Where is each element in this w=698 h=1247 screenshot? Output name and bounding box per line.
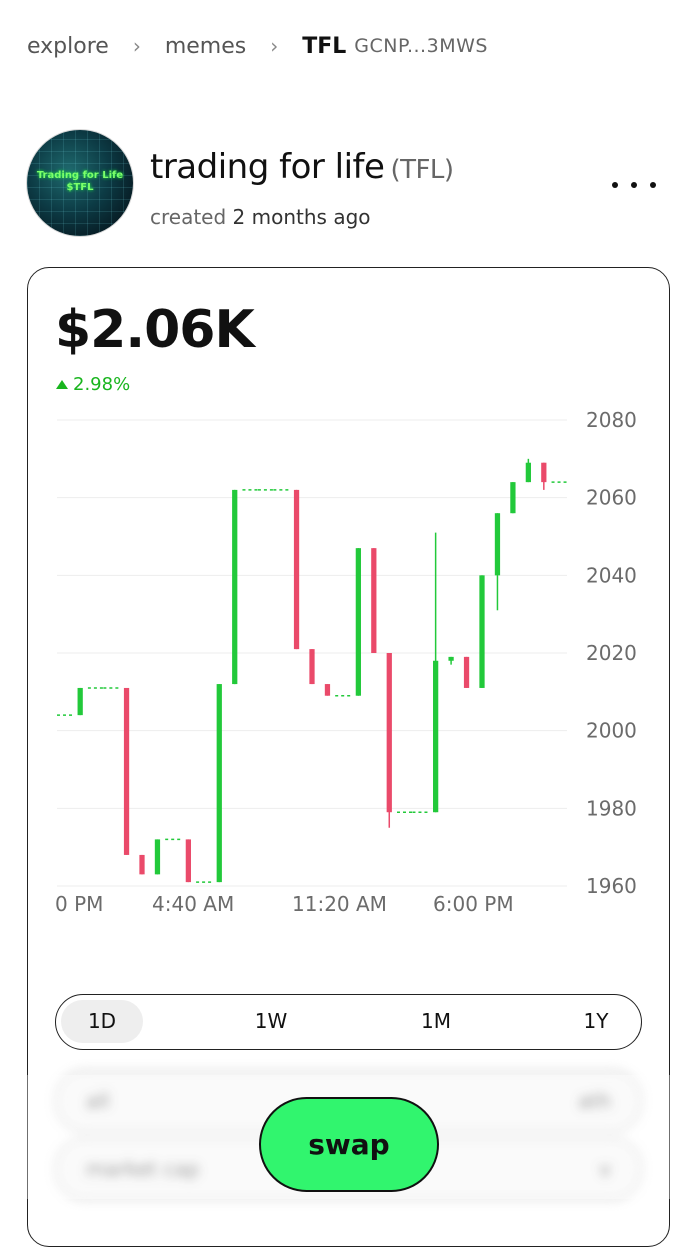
- globe-grid: [27, 130, 133, 236]
- token-title: trading for life (TFL): [150, 147, 454, 187]
- price-chart[interactable]: 2080 2060 2040 2020 2000 1980 1960 0 PM 4:40 AM 1…: [0, 0, 698, 930]
- candle-body: [541, 462, 547, 483]
- breadcrumb-current-ticker: TFL: [302, 33, 347, 59]
- y-tick-label: 2000: [586, 719, 637, 743]
- candle-body: [494, 513, 501, 576]
- y-tick-label: 2060: [586, 486, 637, 510]
- period-1y[interactable]: 1Y: [583, 1009, 609, 1033]
- candle-body: [123, 687, 130, 855]
- stats-row-right: ath: [578, 1089, 611, 1113]
- dot-icon: [650, 182, 656, 188]
- avatar-logo-text: Trading for Life $TFL: [27, 170, 133, 194]
- candle-body: [324, 684, 331, 696]
- token-name: trading for life: [150, 147, 385, 187]
- candle-body: [433, 660, 439, 813]
- candle-body: [510, 482, 516, 514]
- breadcrumb-memes[interactable]: memes: [164, 33, 247, 59]
- candle-body: [77, 687, 83, 716]
- more-options-button[interactable]: [606, 170, 662, 200]
- candle-body: [232, 489, 238, 685]
- y-tick-label: 2080: [586, 408, 637, 432]
- created-info: created 2 months ago: [150, 205, 371, 229]
- y-tick-label: 2020: [586, 641, 637, 665]
- period-selector: 1D 1W 1M 1Y: [55, 994, 642, 1050]
- candle-body: [139, 854, 145, 875]
- x-tick-label: 0 PM: [55, 892, 103, 916]
- stats-row-left: all: [86, 1089, 110, 1113]
- stats-row-left: market cap: [86, 1157, 200, 1181]
- x-tick-label: 11:20 AM: [292, 892, 387, 916]
- x-tick-label: 6:00 PM: [433, 892, 514, 916]
- candle-body: [154, 839, 161, 875]
- candle-body: [293, 489, 300, 650]
- breadcrumb-current-address[interactable]: GCNP...3MWS: [354, 35, 488, 57]
- candle-body: [525, 462, 531, 483]
- candle-body: [448, 656, 454, 661]
- candle-body: [216, 684, 222, 883]
- candle-body: [309, 649, 315, 685]
- triangle-up-icon: [56, 380, 68, 389]
- dot-icon: [631, 182, 637, 188]
- stats-row-right: v: [599, 1157, 611, 1181]
- chevron-right-icon: ›: [132, 34, 141, 58]
- candle-body: [371, 548, 377, 653]
- period-1w[interactable]: 1W: [254, 1009, 288, 1033]
- period-1d[interactable]: 1D: [61, 1000, 143, 1043]
- x-tick-label: 4:40 AM: [152, 892, 234, 916]
- candle-body: [386, 653, 392, 813]
- candle-body: [479, 575, 485, 688]
- period-1m[interactable]: 1M: [421, 1009, 451, 1033]
- token-avatar: Trading for Life $TFL: [27, 130, 133, 236]
- token-ticker: (TFL): [390, 155, 454, 185]
- created-ago: 2 months ago: [232, 205, 371, 229]
- chevron-right-icon: ›: [270, 34, 279, 58]
- current-price: $2.06K: [55, 300, 255, 360]
- price-change: 2.98%: [56, 374, 130, 395]
- candle-body: [185, 839, 191, 883]
- y-tick-label: 2040: [586, 563, 637, 587]
- avatar-logo-line2: $TFL: [66, 182, 94, 193]
- y-tick-label: 1980: [586, 796, 637, 820]
- avatar-logo-line1: Trading for Life: [36, 170, 124, 181]
- candle-body: [463, 656, 470, 688]
- dot-icon: [612, 182, 618, 188]
- swap-button[interactable]: swap: [259, 1097, 439, 1192]
- price-change-value: 2.98%: [73, 374, 131, 395]
- candle-body: [355, 548, 361, 696]
- breadcrumb-explore[interactable]: explore: [27, 33, 109, 59]
- y-tick-label: 1960: [586, 874, 637, 898]
- breadcrumb: explore › memes › TFL GCNP...3MWS: [27, 28, 488, 64]
- created-prefix: created: [150, 205, 227, 229]
